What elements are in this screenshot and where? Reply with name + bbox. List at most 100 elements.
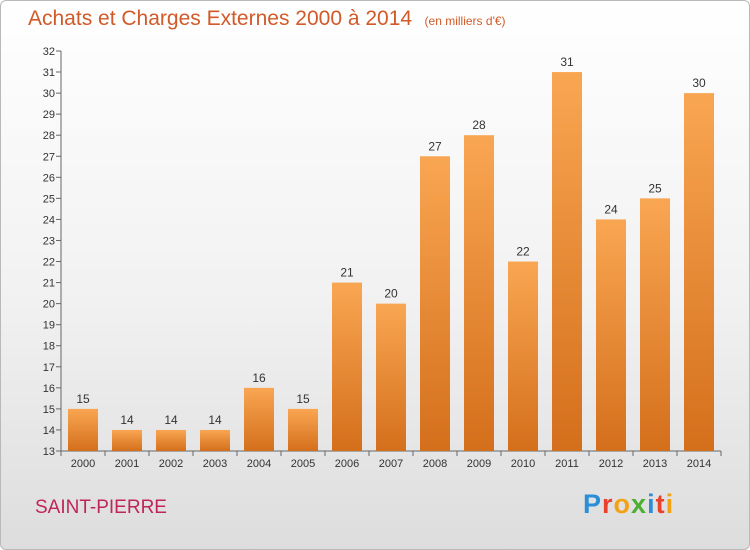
bar-value-label: 31 [560, 55, 574, 69]
y-tick-label: 32 [43, 46, 55, 58]
y-tick-label: 15 [43, 404, 55, 416]
y-tick-label: 23 [43, 235, 55, 247]
y-tick: 22 [43, 257, 61, 269]
bar-value-label: 20 [384, 287, 398, 301]
y-tick: 19 [43, 320, 61, 332]
x-tick-label: 2013 [643, 458, 667, 470]
bar-value-label: 14 [164, 413, 178, 427]
chart-unit: (en milliers d'€) [424, 14, 506, 28]
x-tick: 2002 [148, 451, 183, 470]
bar [200, 429, 230, 451]
bar [420, 156, 450, 451]
bar-value-label: 28 [472, 118, 486, 132]
x-tick-label: 2004 [247, 458, 271, 470]
bar [640, 198, 670, 451]
y-tick: 18 [43, 341, 61, 353]
x-tick: 2013 [632, 451, 667, 470]
y-tick-label: 19 [43, 320, 55, 332]
logo-letter: P [583, 489, 603, 519]
y-tick: 20 [43, 299, 61, 311]
logo-letter: t [655, 489, 666, 519]
y-tick-label: 20 [43, 299, 55, 311]
bar [156, 429, 186, 451]
x-tick: 2010 [500, 451, 535, 470]
x-tick: 2006 [324, 451, 359, 470]
x-tick-label: 2011 [555, 458, 579, 470]
x-tick-label: 2001 [115, 458, 139, 470]
x-tick: 2014 [676, 451, 711, 470]
y-tick-label: 30 [43, 88, 55, 100]
x-tick-label: 2006 [335, 458, 359, 470]
x-tick: 2003 [192, 451, 227, 470]
y-tick: 14 [43, 425, 61, 437]
y-tick-label: 21 [43, 278, 55, 290]
y-tick-label: 13 [43, 446, 55, 458]
x-tick: 2007 [368, 451, 403, 470]
commune-name: SAINT-PIERRE [35, 497, 167, 518]
bar-value-label: 24 [604, 202, 618, 216]
y-tick: 24 [43, 214, 61, 226]
logo-letter: o [613, 489, 632, 519]
y-tick-label: 26 [43, 172, 55, 184]
logo-letter: i [647, 489, 656, 519]
y-tick: 31 [43, 67, 61, 79]
y-tick-label: 16 [43, 383, 55, 395]
y-tick-label: 28 [43, 130, 55, 142]
x-tick-label: 2003 [203, 458, 227, 470]
bar-value-label: 30 [692, 76, 706, 90]
bars: 15 14 14 14 16 15 21 20 27 28 22 31 24 25 30 [68, 55, 714, 452]
x-tick-label: 2012 [599, 458, 623, 470]
x-tick: 2008 [412, 451, 447, 470]
y-tick: 26 [43, 172, 61, 184]
bar [684, 93, 714, 452]
x-tick-label: 2007 [379, 458, 403, 470]
y-tick-label: 17 [43, 362, 55, 374]
y-tick: 16 [43, 383, 61, 395]
x-tick-label: 2010 [511, 458, 535, 470]
x-tick-label: 2014 [687, 458, 711, 470]
x-tick: 2012 [588, 451, 623, 470]
y-tick-label: 29 [43, 109, 55, 121]
bar-value-label: 22 [516, 245, 530, 259]
y-tick-label: 27 [43, 151, 55, 163]
x-tick: 2005 [280, 451, 315, 470]
bar [244, 387, 274, 451]
bar-value-label: 27 [428, 139, 442, 153]
x-tick-label: 2009 [467, 458, 491, 470]
bar [508, 261, 538, 451]
bar-value-label: 14 [120, 413, 134, 427]
x-tick: 2009 [456, 451, 491, 470]
y-tick: 21 [43, 278, 61, 290]
y-axis: 13 14 15 16 17 18 19 20 21 22 23 24 25 26 27 28 29 30 31 32 [43, 46, 62, 458]
bar [112, 429, 142, 451]
x-axis: 2000 2001 2002 2003 2004 2005 2006 2007 2008 2009… [60, 450, 722, 470]
y-tick: 32 [43, 46, 61, 58]
bar [68, 408, 98, 451]
proxiti-logo: Proxiti [583, 489, 674, 520]
bar [332, 282, 362, 451]
logo-letter: r [602, 489, 614, 519]
y-tick: 23 [43, 235, 61, 247]
x-tick-label: 2005 [291, 458, 315, 470]
chart-title-block: Achats et Charges Externes 2000 à 2014 (… [28, 7, 506, 31]
y-tick: 17 [43, 362, 61, 374]
y-tick: 27 [43, 151, 61, 163]
x-tick: 2001 [104, 451, 139, 470]
y-tick: 13 [43, 446, 61, 458]
y-tick: 28 [43, 130, 61, 142]
logo-letter: x [631, 489, 648, 519]
x-tick: 2004 [236, 451, 271, 470]
y-tick: 29 [43, 109, 61, 121]
bar-value-label: 21 [340, 266, 354, 280]
chart-title: Achats et Charges Externes 2000 à 2014 [28, 7, 413, 30]
bar [376, 303, 406, 451]
y-tick: 15 [43, 404, 61, 416]
bar-value-label: 25 [648, 181, 662, 195]
x-tick: 2011 [544, 451, 579, 470]
x-tick: 2000 [60, 451, 95, 470]
bar-value-label: 14 [208, 413, 222, 427]
bar [288, 408, 318, 451]
bar [464, 135, 494, 452]
